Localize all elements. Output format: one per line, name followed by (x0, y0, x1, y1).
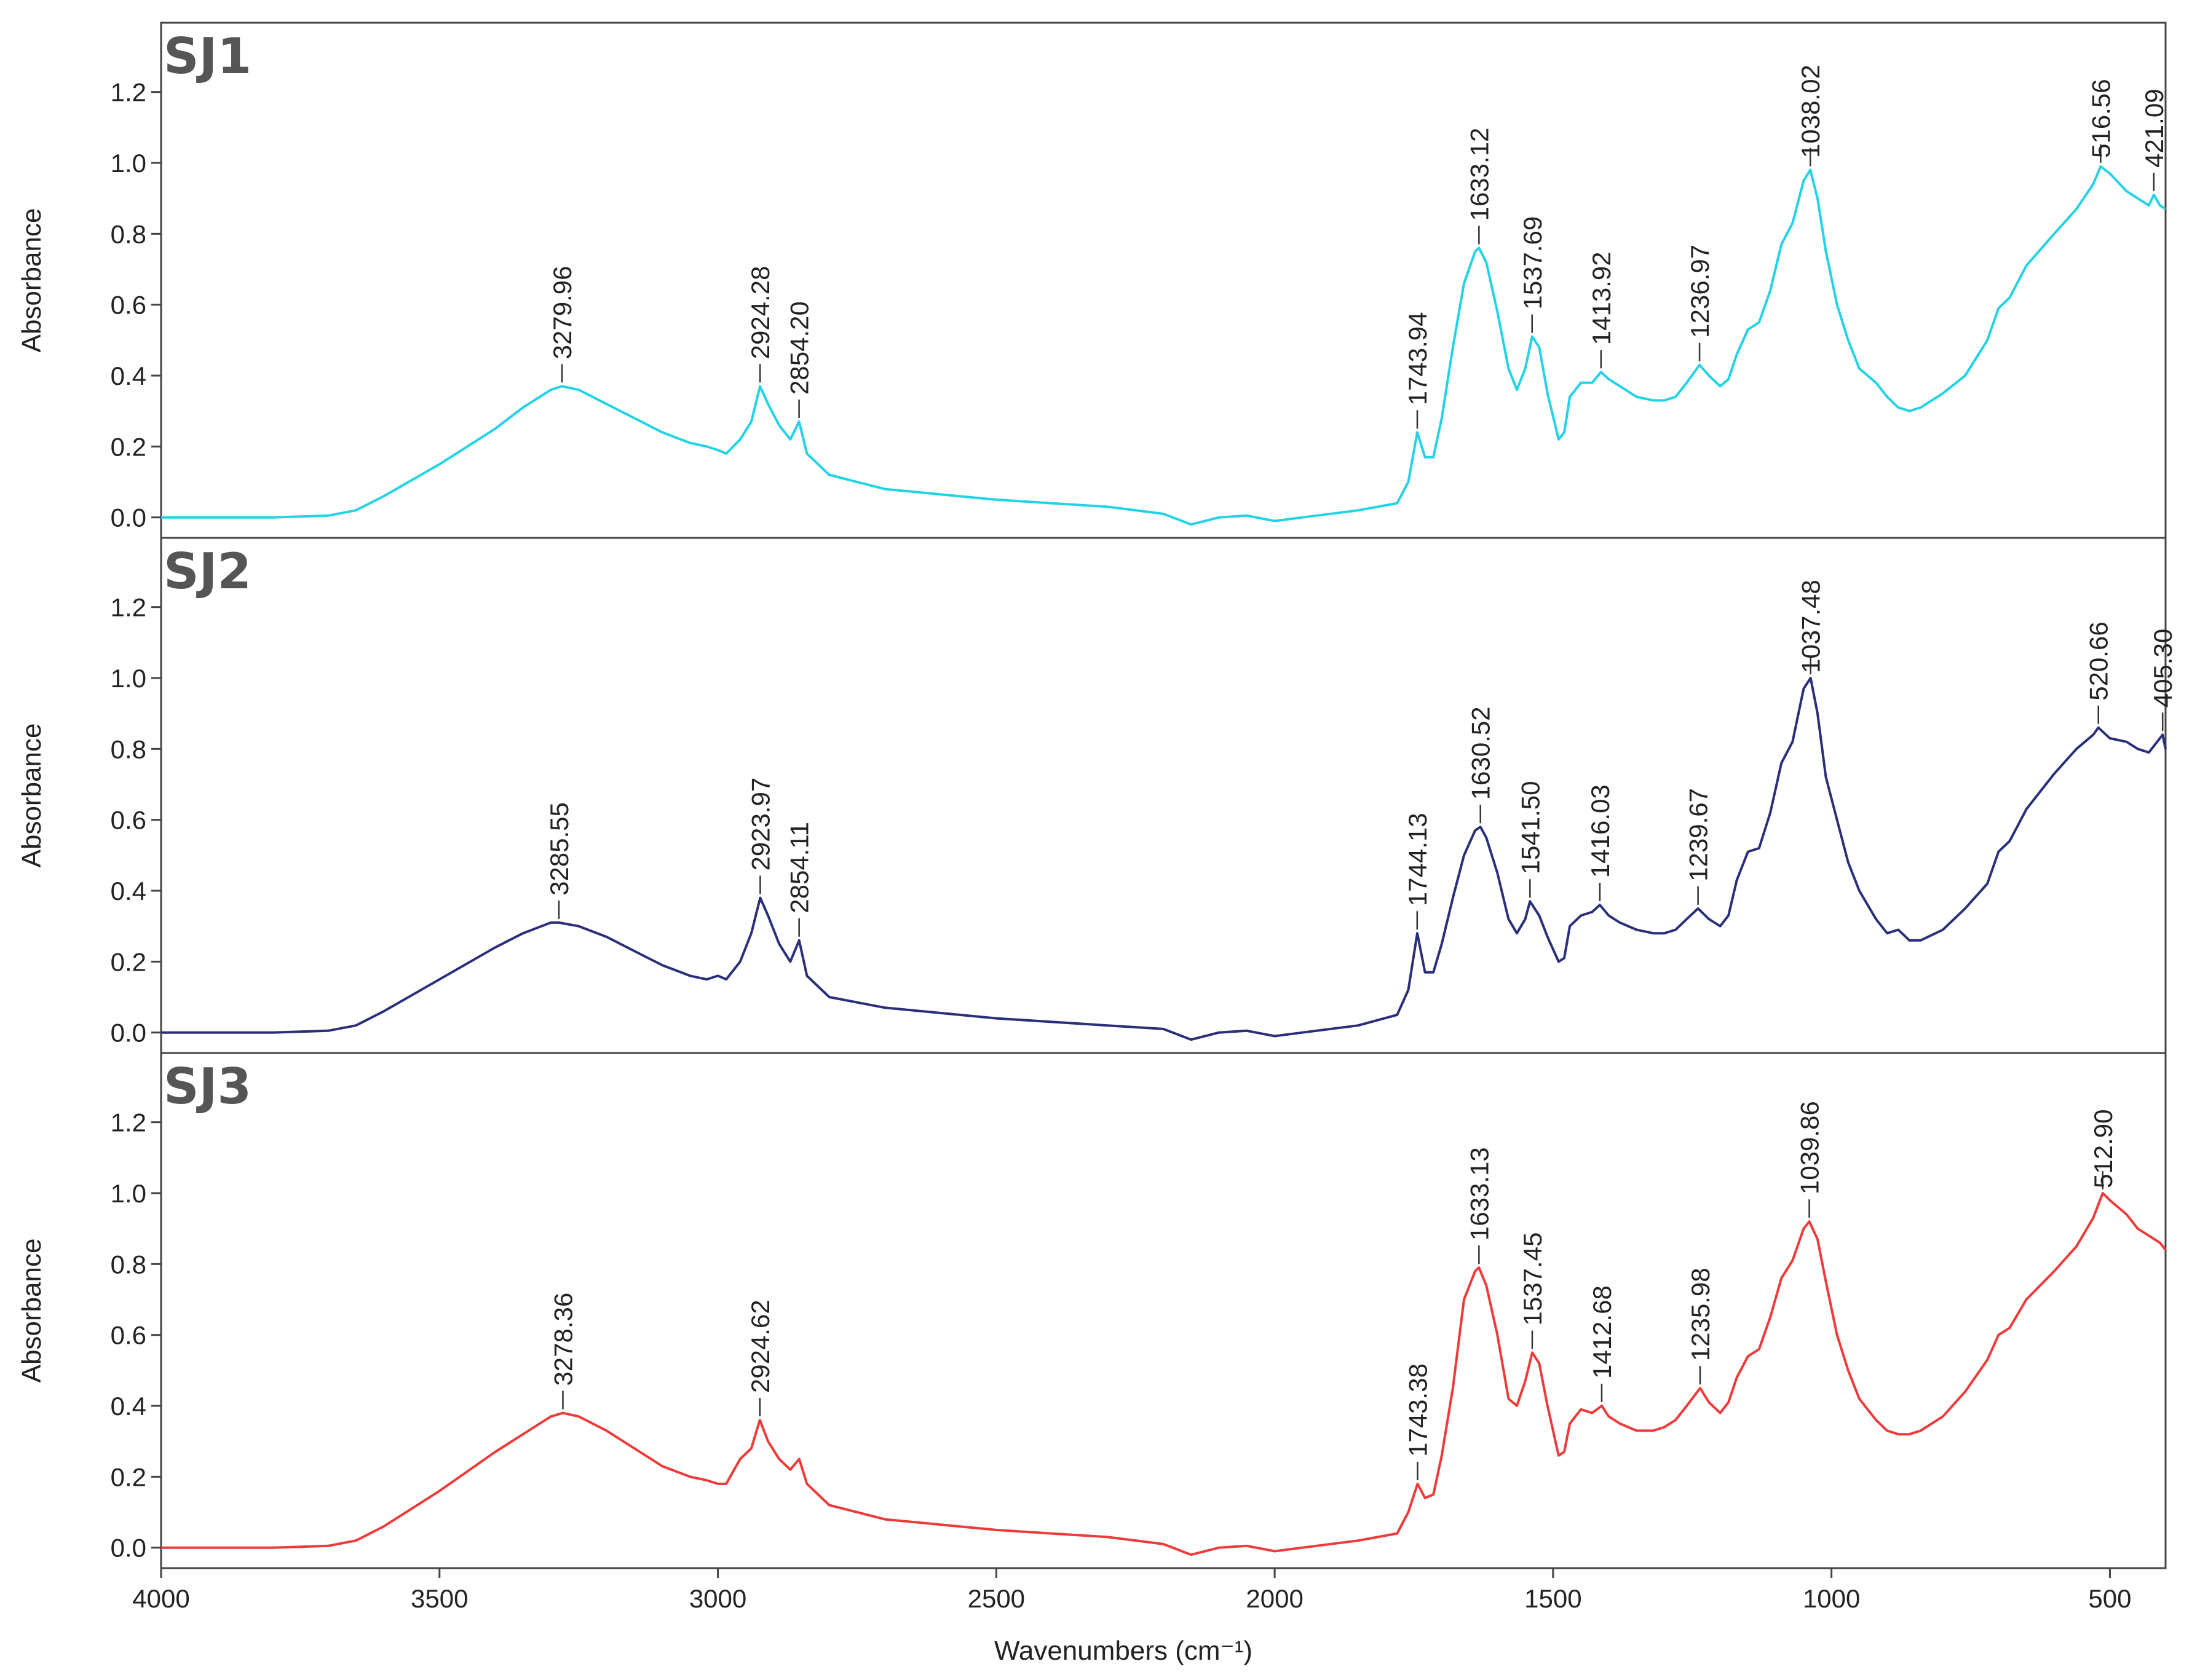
peak-label: 1633.13 (1465, 1147, 1494, 1240)
y-tick-label: 1.2 (111, 78, 146, 107)
peak-label: 1743.38 (1403, 1363, 1432, 1457)
peak-label: 1541.50 (1516, 781, 1545, 874)
y-tick-label: 1.0 (111, 149, 146, 178)
y-tick-label: 0.2 (111, 1462, 146, 1491)
y-tick-label: 1.0 (111, 664, 146, 693)
peak-label: 1236.97 (1685, 245, 1714, 338)
y-tick-label: 0.0 (111, 503, 146, 532)
y-tick-label: 0.6 (111, 806, 146, 835)
panels-layer: 0.0 0.2 0.4 0.6 0.8 1.0 1.2 Absorbance SJ1 3279.9… (17, 22, 2177, 1569)
peak-label: 1038.02 (1796, 65, 1825, 158)
peak-label: 520.66 (2084, 621, 2113, 700)
panel-title: SJ1 (164, 28, 251, 85)
y-tick-label: 0.6 (111, 291, 146, 320)
peak-label: 1633.12 (1465, 128, 1494, 221)
x-tick-label: 4000 (132, 1584, 189, 1613)
peak-label: 1413.92 (1587, 251, 1616, 345)
y-tick-label: 1.2 (111, 1108, 146, 1137)
x-tick-label: 500 (2088, 1584, 2131, 1613)
peak-label: 2854.11 (785, 822, 814, 913)
y-axis-title: Absorbance (17, 1239, 47, 1383)
peak-label: 1743.94 (1403, 312, 1432, 405)
spectrum-line-sj2 (161, 677, 2167, 1041)
panel-title: SJ3 (164, 1058, 251, 1115)
peak-label: 1537.69 (1518, 216, 1547, 310)
y-tick-label: 0.4 (111, 877, 146, 905)
y-tick-label: 0.8 (111, 1250, 146, 1279)
peak-label: 1039.86 (1795, 1101, 1824, 1194)
panel-sj3: 0.0 0.2 0.4 0.6 0.8 1.0 1.2 Absorbance SJ3 3278.3… (17, 1052, 2167, 1569)
peak-label: 1744.13 (1403, 813, 1432, 906)
peak-label: 2854.20 (785, 301, 814, 395)
peak-label: 1235.98 (1686, 1268, 1715, 1361)
peak-label: 516.56 (2086, 79, 2115, 158)
x-tick-label: 3000 (689, 1584, 746, 1613)
spectrum-line-sj1 (161, 165, 2167, 526)
y-tick-label: 0.8 (111, 735, 146, 763)
y-tick-label: 0.0 (111, 1019, 146, 1047)
peak-label: 2924.28 (746, 266, 775, 359)
panel-title: SJ2 (164, 543, 251, 600)
panel-sj2: 0.0 0.2 0.4 0.6 0.8 1.0 1.2 Absorbance SJ2 3285.5… (17, 537, 2177, 1054)
peak-label: 405.30 (2148, 629, 2177, 708)
peak-label: 1416.03 (1586, 784, 1615, 878)
y-tick-label: 1.2 (111, 593, 146, 622)
y-tick-label: 0.0 (111, 1534, 146, 1563)
x-tick-label: 1500 (1524, 1584, 1581, 1613)
peak-label: 3279.96 (548, 266, 577, 359)
x-axis-title: Wavenumbers (cm⁻¹) (994, 1636, 1252, 1666)
spectrum-line-sj3 (161, 1192, 2167, 1556)
x-tick-label: 3500 (411, 1584, 468, 1613)
peak-label: 1412.68 (1588, 1285, 1616, 1379)
y-axis-title: Absorbance (17, 208, 47, 353)
peak-label: 1630.52 (1466, 706, 1495, 800)
y-tick-label: 0.4 (111, 1392, 146, 1421)
peak-label: 3278.36 (548, 1293, 577, 1386)
peak-label: 421.09 (2140, 89, 2169, 167)
peak-label: 2924.62 (746, 1299, 775, 1393)
panel-sj1: 0.0 0.2 0.4 0.6 0.8 1.0 1.2 Absorbance SJ1 3279.9… (17, 22, 2169, 539)
x-tick-label: 2500 (968, 1584, 1025, 1613)
y-tick-label: 0.8 (111, 219, 146, 248)
peak-label: 1037.48 (1797, 580, 1826, 673)
y-tick-label: 0.6 (111, 1321, 146, 1350)
peak-label: 1537.45 (1518, 1232, 1547, 1326)
y-axis-title: Absorbance (17, 724, 47, 868)
peak-label: 3285.55 (545, 802, 574, 896)
peak-label: 1239.67 (1684, 788, 1713, 881)
x-axis: 4000 3500 3000 2500 2000 1500 1000 500 (132, 1568, 2131, 1613)
peak-label: 512.90 (2089, 1110, 2118, 1188)
x-tick-label: 2000 (1246, 1584, 1303, 1613)
peak-label: 2923.97 (746, 778, 775, 871)
x-tick-label: 1000 (1803, 1584, 1860, 1613)
y-tick-label: 1.0 (111, 1179, 146, 1208)
y-tick-label: 0.2 (111, 947, 146, 976)
panel-frame (160, 1052, 2167, 1569)
y-tick-label: 0.4 (111, 361, 146, 390)
y-tick-label: 0.2 (111, 432, 146, 461)
